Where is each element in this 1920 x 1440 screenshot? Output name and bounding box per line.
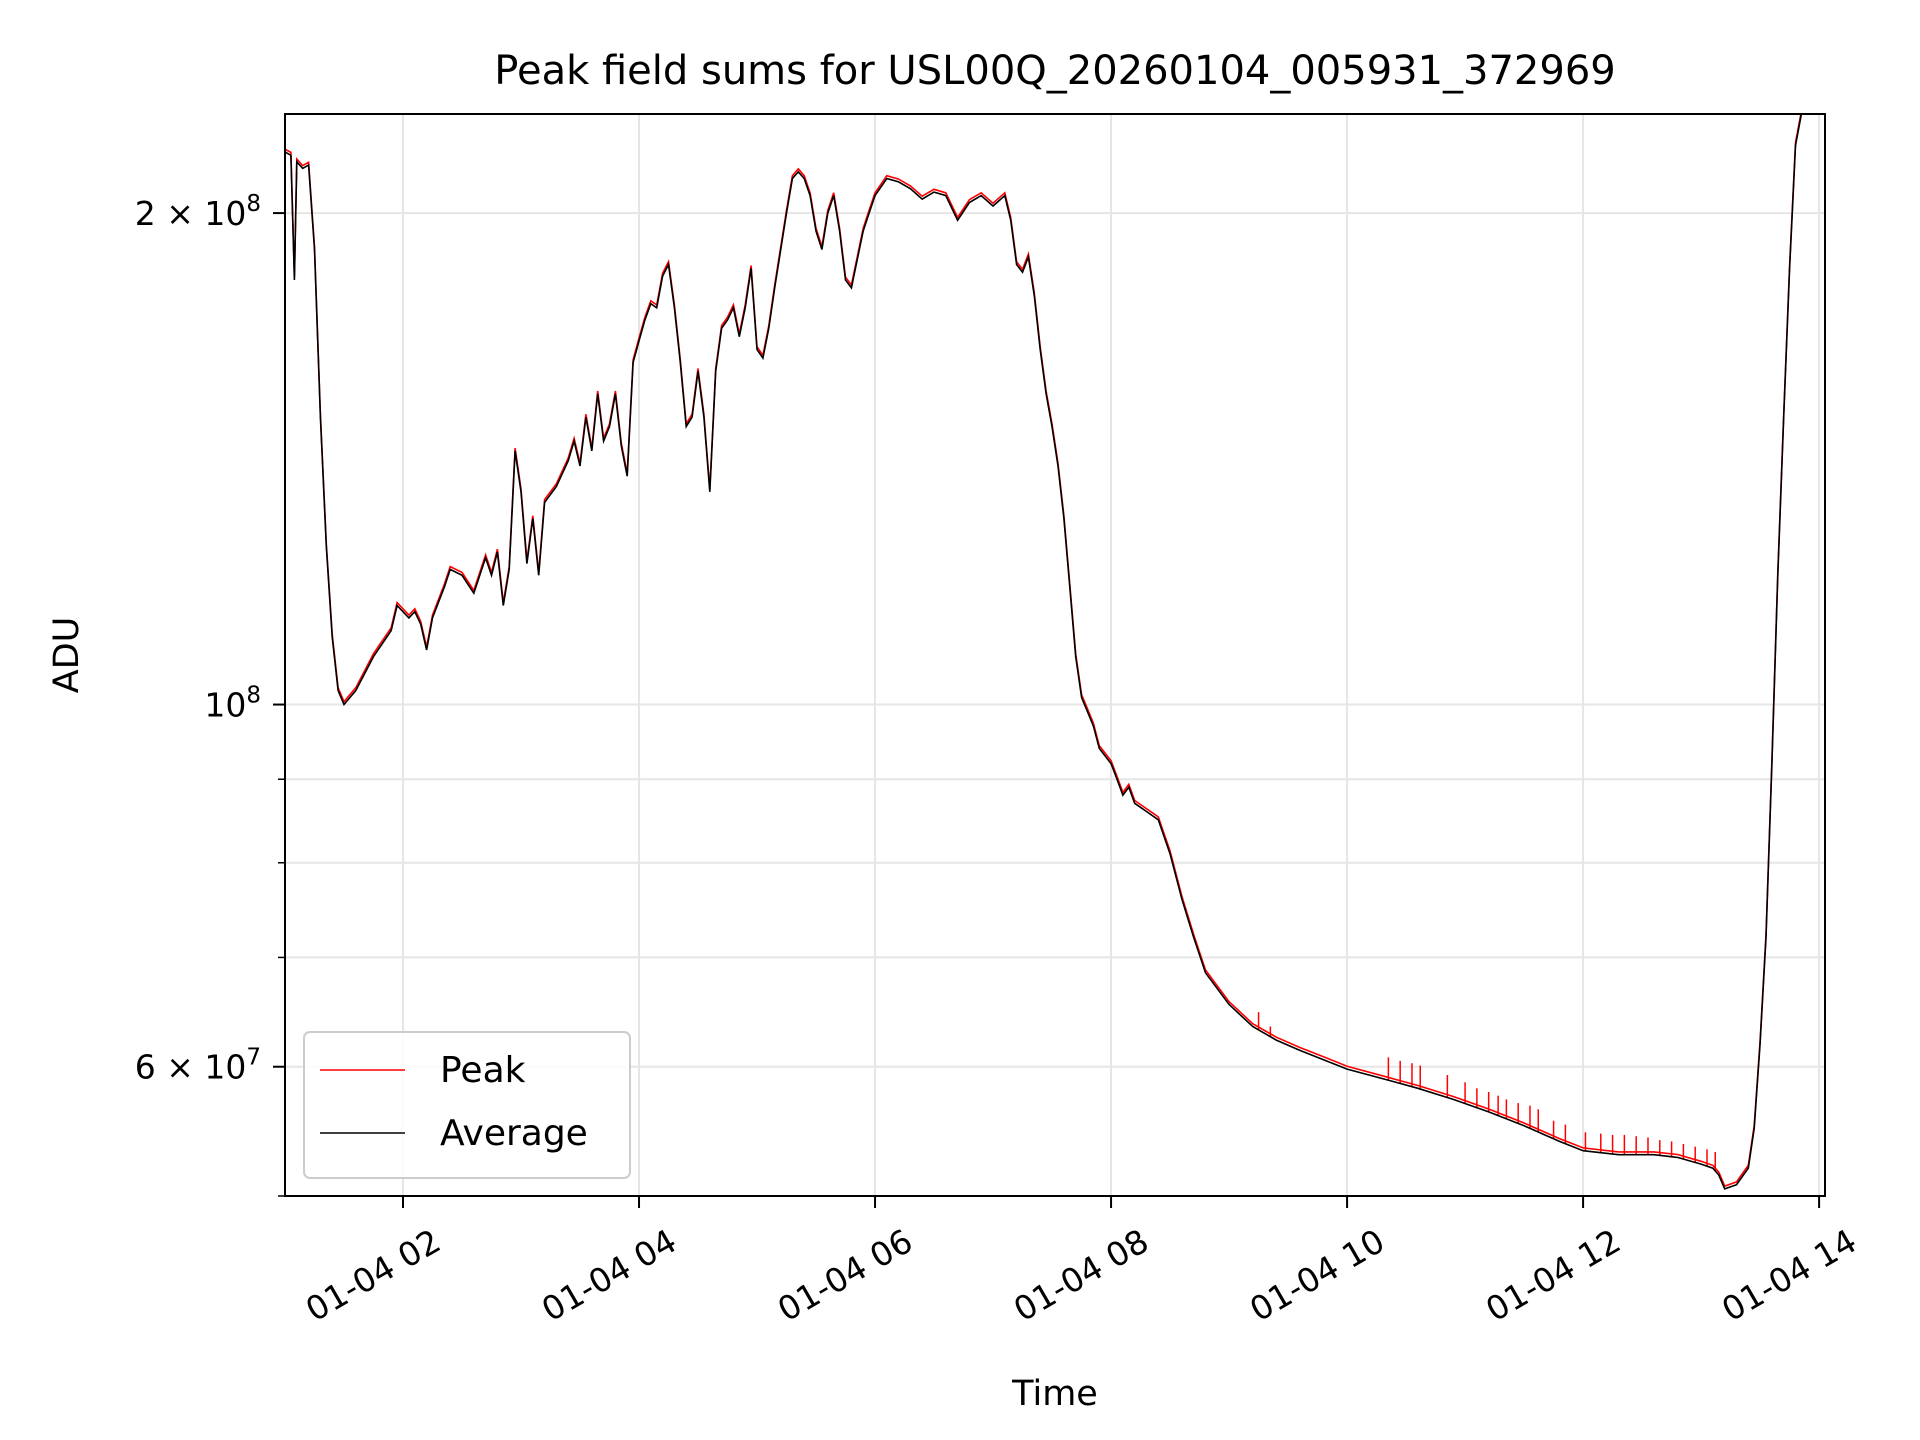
y-axis-label: ADU [47, 617, 87, 694]
y-tick-label: 2 × 108 [135, 191, 261, 233]
y-axis: 108 2 × 108 6 × 107 [135, 191, 285, 1197]
chart-title: Peak field sums for USL00Q_20260104_0059… [494, 48, 1615, 94]
legend: Peak Average [303, 1031, 631, 1179]
plot-area-frame [284, 113, 1826, 1197]
y-tick-label: 108 [204, 683, 261, 725]
x-axis-label: Time [1011, 1374, 1098, 1414]
legend-peak-label: Peak [440, 1050, 526, 1091]
average-series-line [285, 114, 1803, 1190]
y-tick-label: 6 × 107 [135, 1045, 261, 1087]
series-group [285, 114, 1803, 1190]
legend-box [303, 1031, 631, 1179]
legend-average-label: Average [440, 1113, 588, 1154]
